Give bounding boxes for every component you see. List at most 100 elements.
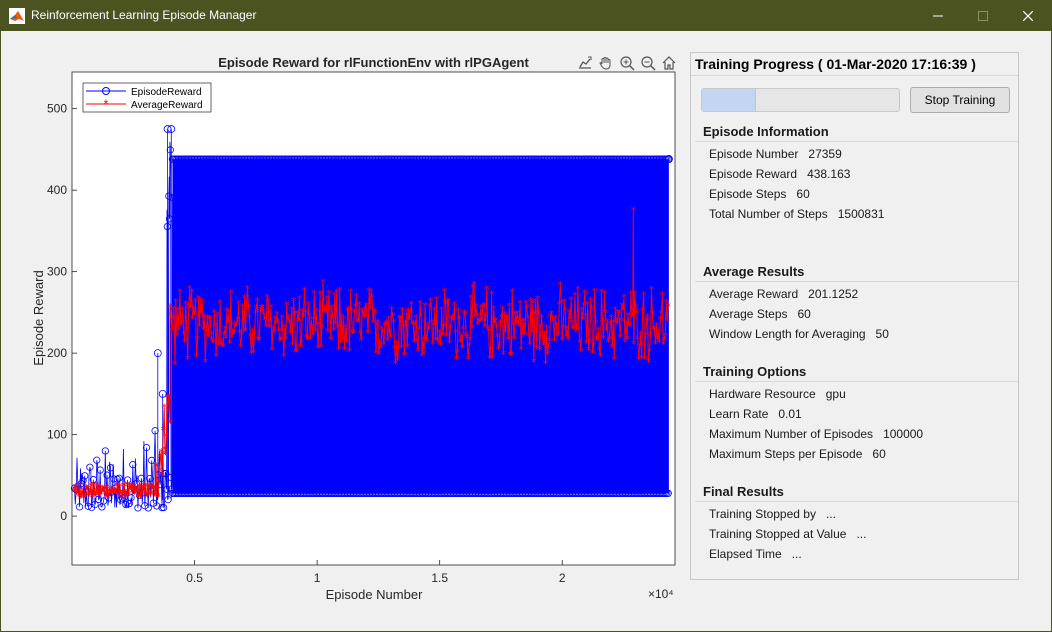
average-reward-point: * [147,482,153,495]
average-reward-point: * [558,279,564,292]
average-reward-point: * [416,324,422,337]
average-reward-point: * [457,313,463,326]
average-reward-point: * [424,335,430,348]
average-reward-point: * [611,354,617,367]
average-reward-point: * [582,287,588,300]
series-average-reward: ****************************************… [72,205,672,506]
average-reward-point: * [411,336,417,349]
average-reward-point: * [153,461,159,474]
episode-reward-point [163,485,171,493]
row-learn-rate: Learn Rate 0.01 [709,407,802,421]
average-reward-point: * [106,486,112,499]
average-reward-point: * [576,324,582,337]
average-reward-point: * [408,307,414,320]
average-reward-point: * [420,334,426,347]
average-reward-point: * [279,312,285,325]
export-icon[interactable] [576,54,594,72]
close-button[interactable] [1005,0,1051,31]
average-reward-point: * [402,349,408,362]
average-reward-point: * [105,492,111,505]
average-reward-point: * [478,302,484,315]
average-reward-point: * [636,354,642,367]
average-reward-point: * [599,287,605,300]
average-reward-point: * [186,299,192,312]
average-reward-point: * [539,311,545,324]
average-reward-point: * [150,482,156,495]
average-reward-point: * [528,295,534,308]
average-reward-point: * [533,296,539,309]
average-reward-point: * [372,307,378,320]
y-axis-label: Episode Reward [31,270,46,365]
divider [695,281,1018,282]
average-reward-point: * [634,307,640,320]
average-reward-point: * [390,310,396,323]
episode-reward-point [151,427,159,435]
average-reward-point: * [327,304,333,317]
average-reward-point: * [182,336,188,349]
row-value: 60 [796,187,810,201]
average-reward-point: * [535,293,541,306]
average-reward-point: * [606,336,612,349]
episode-reward-point [115,474,123,482]
average-reward-point: * [203,356,209,369]
average-reward-point: * [560,322,566,335]
average-reward-point: * [509,286,515,299]
average-reward-point: * [301,311,307,324]
pan-hand-icon[interactable] [597,54,615,72]
average-reward-point: * [286,311,292,324]
average-reward-point: * [83,482,89,495]
average-reward-point: * [364,311,370,324]
average-reward-point: * [370,316,376,329]
maximize-button[interactable] [960,0,1006,31]
average-reward-point: * [97,482,103,495]
average-reward-point: * [159,470,165,483]
average-reward-point: * [76,490,82,503]
average-reward-point: * [158,446,164,459]
average-reward-point: * [94,479,100,492]
average-reward-point: * [114,488,120,501]
average-reward-point: * [223,332,229,345]
average-reward-point: * [87,486,93,499]
average-reward-point: * [431,320,437,333]
average-reward-point: * [228,287,234,300]
average-reward-point: * [450,312,456,325]
legend-asterisk-marker: * [104,97,109,111]
average-reward-point: * [481,300,487,313]
average-reward-point: * [224,305,230,318]
average-reward-point: * [263,320,269,333]
episode-reward-point [158,503,166,512]
average-reward-point: * [399,342,405,355]
average-reward-point: * [509,349,515,362]
legend[interactable]: EpisodeReward * AverageReward [82,82,212,113]
average-reward-point: * [288,327,294,340]
average-reward-point: * [643,329,649,342]
average-reward-point: * [161,424,167,437]
average-reward-point: * [96,483,102,496]
average-reward-point: * [204,325,210,338]
average-reward-point: * [369,291,375,304]
average-reward-point: * [187,282,193,295]
average-reward-point: * [74,488,80,501]
zoom-out-icon[interactable] [639,54,657,72]
home-icon[interactable] [660,54,678,72]
average-reward-point: * [386,313,392,326]
stop-training-button[interactable]: Stop Training [910,87,1010,113]
average-reward-point: * [308,313,314,326]
zoom-in-icon[interactable] [618,54,636,72]
average-reward-point: * [253,307,259,320]
average-reward-point: * [166,392,172,405]
average-reward-point: * [97,488,103,501]
episode-reward-point [91,500,99,509]
average-reward-point: * [233,320,239,333]
episode-reward-point [103,471,111,479]
episode-reward-point [75,503,84,511]
row-label: Elapsed Time [709,547,782,561]
average-reward-point: * [145,489,151,502]
average-reward-point: * [423,332,429,345]
minimize-button[interactable] [915,0,961,31]
average-reward-point: * [631,338,637,351]
divider [695,501,1018,502]
average-reward-point: * [542,328,548,341]
average-reward-point: * [340,333,346,346]
